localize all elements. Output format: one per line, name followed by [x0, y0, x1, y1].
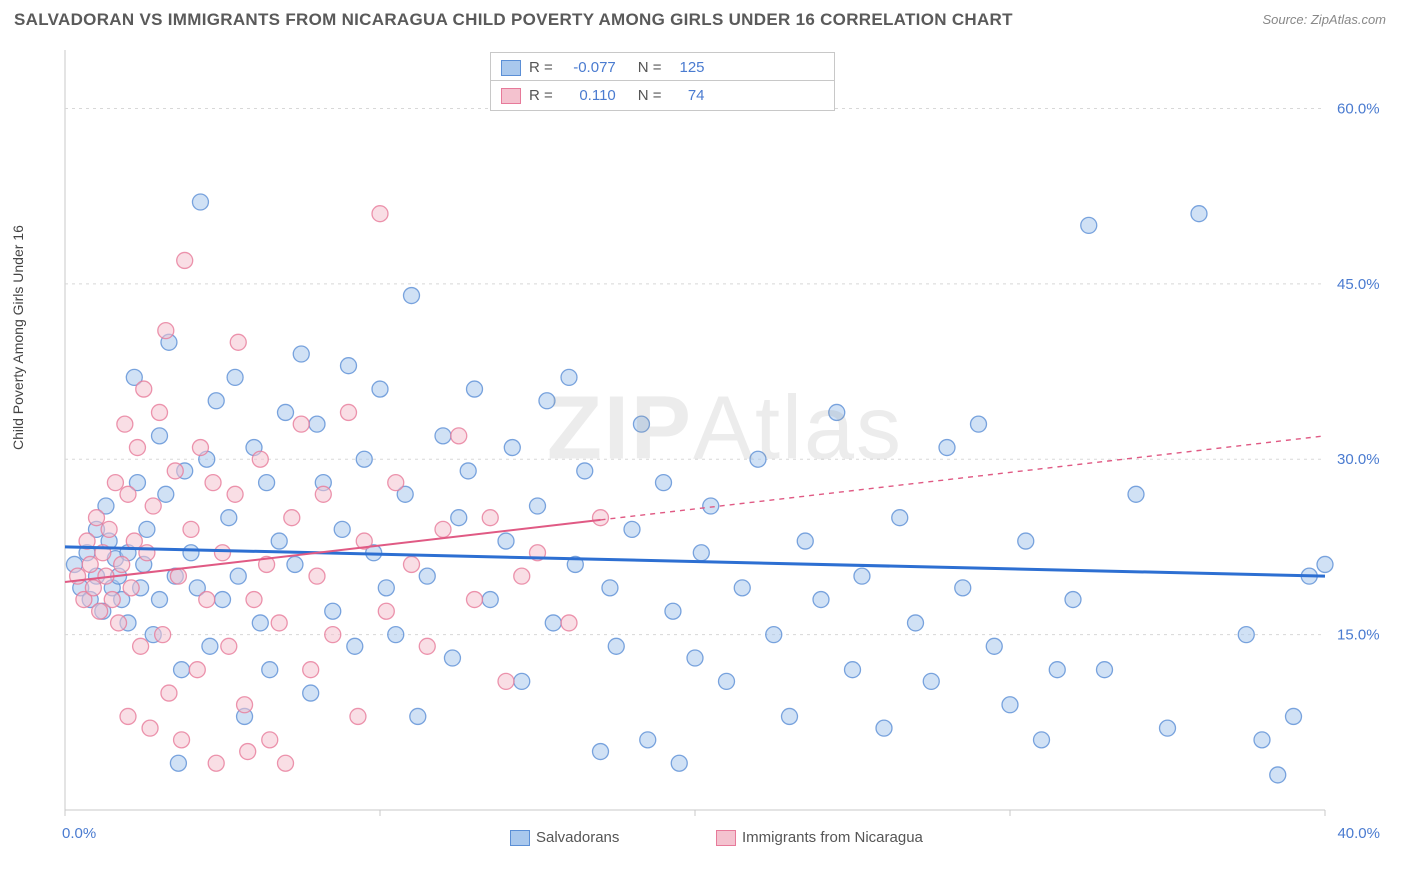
r-value: -0.077	[561, 59, 616, 76]
series-swatch	[501, 88, 521, 104]
scatter-plot: 15.0%30.0%45.0%60.0%0.0%40.0% ZIPAtlas R…	[60, 40, 1390, 850]
legend-label: Salvadorans	[536, 829, 619, 846]
chart-title: SALVADORAN VS IMMIGRANTS FROM NICARAGUA …	[14, 10, 1013, 30]
svg-text:0.0%: 0.0%	[62, 825, 96, 842]
stat-row: R = -0.077 N = 125	[490, 52, 835, 83]
svg-text:30.0%: 30.0%	[1337, 451, 1380, 468]
chart-svg: 15.0% 30.0% 45.0% 60.0% 0.0% 40.0%	[60, 40, 1390, 850]
n-value: 74	[670, 87, 705, 104]
n-value: 125	[670, 59, 705, 76]
y-axis-label: Child Poverty Among Girls Under 16	[10, 225, 26, 450]
svg-text:60.0%: 60.0%	[1337, 100, 1380, 117]
stat-row: R = 0.110 N = 74	[490, 80, 835, 111]
legend-swatch	[510, 830, 530, 846]
svg-text:40.0%: 40.0%	[1337, 825, 1380, 842]
r-label: R =	[529, 87, 553, 104]
n-label: N =	[638, 59, 662, 76]
legend-item: Immigrants from Nicaragua	[716, 829, 923, 846]
series-swatch	[501, 60, 521, 76]
legend-swatch	[716, 830, 736, 846]
svg-text:15.0%: 15.0%	[1337, 627, 1380, 644]
legend-label: Immigrants from Nicaragua	[742, 829, 923, 846]
legend-item: Salvadorans	[510, 829, 619, 846]
r-label: R =	[529, 59, 553, 76]
source-attribution: Source: ZipAtlas.com	[1262, 12, 1386, 27]
svg-text:45.0%: 45.0%	[1337, 276, 1380, 293]
r-value: 0.110	[561, 87, 616, 104]
n-label: N =	[638, 87, 662, 104]
